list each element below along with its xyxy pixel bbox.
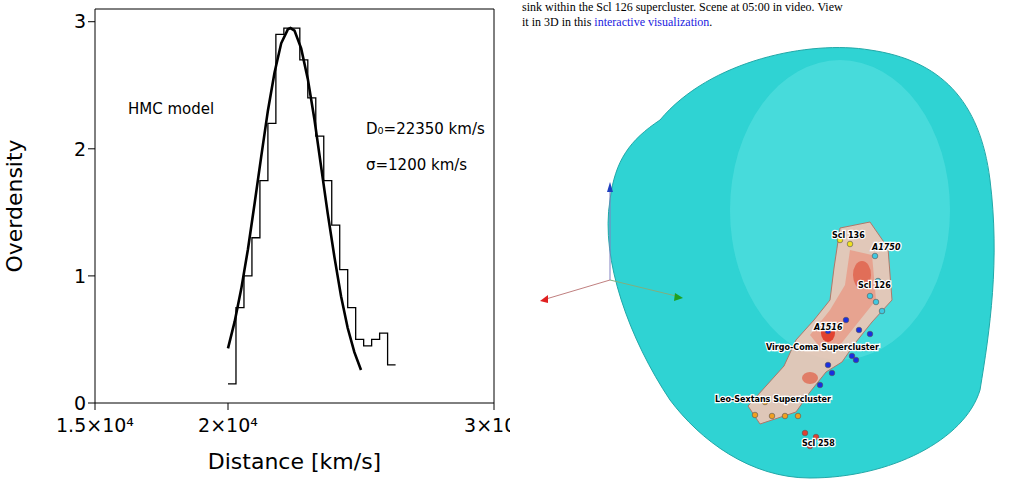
svg-text:3: 3 (74, 10, 86, 32)
html-text:HMC model: HMC model (128, 100, 215, 118)
svg-text:Virgo-Coma Supercluster: Virgo-Coma Supercluster (766, 343, 879, 352)
svg-text:3×10⁴: 3×10⁴ (464, 414, 510, 436)
svg-text:A1750: A1750 (871, 243, 901, 252)
svg-text:1.5×10⁴: 1.5×10⁴ (56, 414, 134, 436)
svg-text:Scl 126: Scl 126 (858, 281, 891, 290)
svg-text:Scl 136: Scl 136 (832, 231, 865, 240)
html-text:σ=1200 km/s: σ=1200 km/s (366, 156, 468, 174)
svg-text:Distance [km/s]: Distance [km/s] (208, 449, 381, 474)
svg-text:2×10⁴: 2×10⁴ (198, 414, 258, 436)
svg-text:2: 2 (74, 138, 86, 160)
svg-text:Overdensity: Overdensity (2, 139, 27, 272)
html-text:D₀=22350 km/s: D₀=22350 km/s (366, 120, 485, 138)
svg-text:0: 0 (74, 392, 86, 414)
html-text:sink within the Scl 126 superc: sink within the Scl 126 supercluster. Sc… (522, 0, 843, 14)
html-text:it in 3D in this interactive v: it in 3D in this interactive visualizati… (522, 15, 713, 29)
svg-text:Scl 258: Scl 258 (802, 439, 835, 448)
svg-text:A1516: A1516 (813, 323, 843, 332)
svg-text:Leo-Sextans Supercluster: Leo-Sextans Supercluster (715, 395, 831, 404)
svg-text:1: 1 (74, 265, 86, 287)
